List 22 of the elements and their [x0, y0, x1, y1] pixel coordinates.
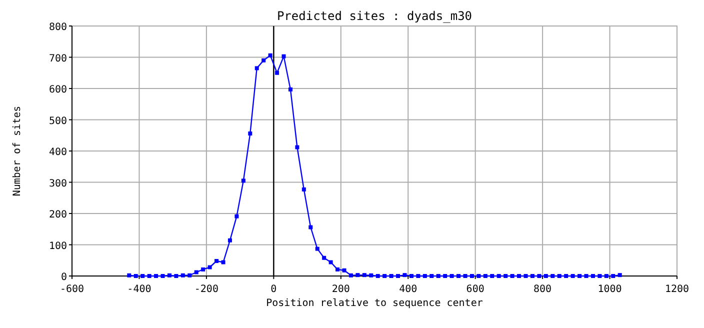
y-tick-label: 800 [48, 22, 67, 33]
x-axis-title: Position relative to sequence center [266, 298, 483, 309]
x-tick-label: 200 [332, 284, 350, 295]
x-tick-label: 0 [270, 284, 277, 295]
y-tick-label: 100 [48, 240, 67, 252]
y-tick-label: 0 [60, 272, 67, 283]
x-tick-label: 400 [399, 284, 418, 295]
y-tick-label: 300 [48, 178, 67, 190]
x-tick-label: 600 [466, 284, 484, 295]
x-tick-label: 1200 [664, 284, 690, 295]
y-tick-label: 600 [48, 84, 67, 96]
x-tick-label: 800 [534, 284, 552, 295]
x-tick-label: -200 [194, 284, 218, 295]
x-tick-label: -600 [60, 284, 84, 295]
y-axis-title: Number of sites [12, 106, 23, 196]
x-tick-label: 1000 [598, 284, 622, 295]
y-tick-label: 700 [48, 53, 67, 64]
y-tick-label: 200 [48, 210, 67, 220]
y-tick-label: 400 [48, 147, 67, 158]
chart-title: Predicted sites : dyads_m30 [276, 9, 472, 23]
y-tick-label: 500 [48, 116, 67, 127]
x-tick-label: -400 [127, 284, 152, 295]
